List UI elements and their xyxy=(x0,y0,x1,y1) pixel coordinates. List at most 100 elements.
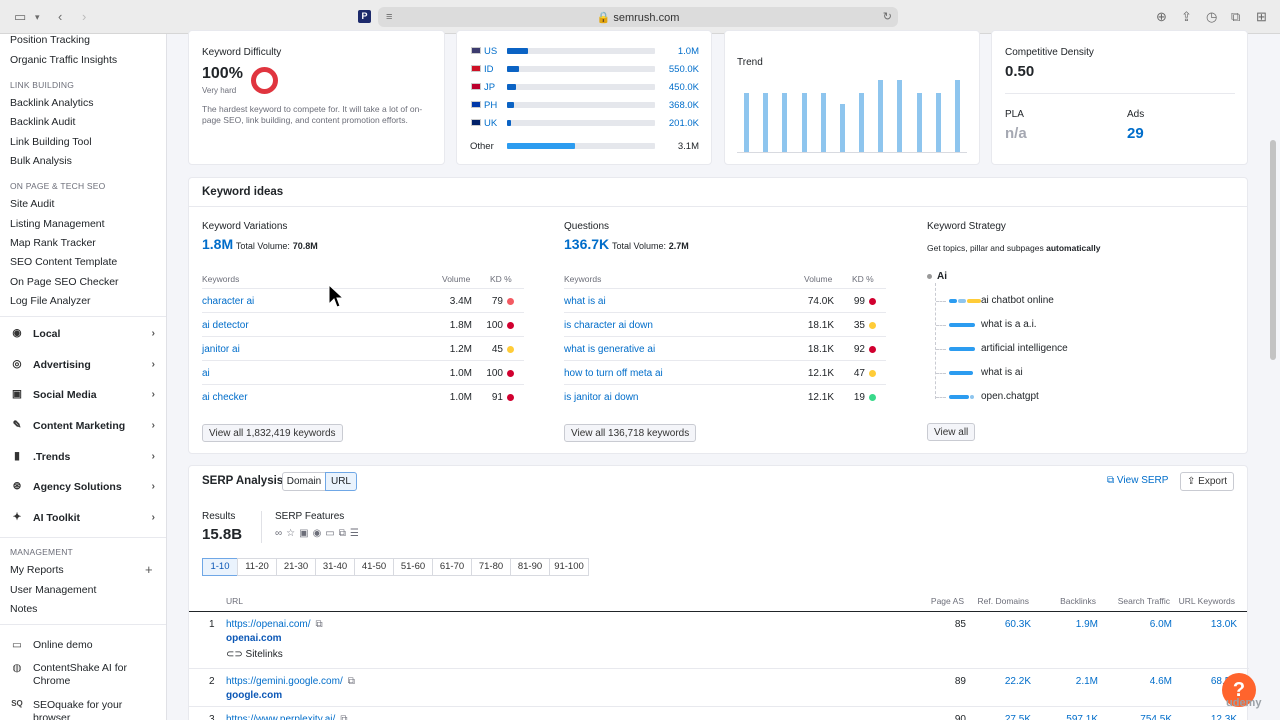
country-code[interactable]: JP xyxy=(484,82,496,93)
country-code[interactable]: PH xyxy=(484,100,498,111)
sidebar-item-backlink-analytics[interactable]: Backlink Analytics xyxy=(10,97,94,109)
kd-value: 100 xyxy=(486,320,503,331)
serp-metric[interactable]: 1.9M xyxy=(1075,619,1098,630)
serp-metric[interactable]: 13.0K xyxy=(1210,619,1237,630)
keyword-link[interactable]: ai detector xyxy=(202,320,249,331)
sidebar-item-notes[interactable]: Notes xyxy=(10,603,38,615)
sidebar-item-site-audit[interactable]: Site Audit xyxy=(10,198,55,210)
tabs-icon[interactable]: ⧉ xyxy=(1231,9,1241,24)
serp-metric[interactable]: 597.1K xyxy=(1066,714,1098,720)
result-url[interactable]: https://openai.com/ ⧉ xyxy=(226,619,323,630)
export-label: Export xyxy=(1198,476,1228,487)
view-serp-link[interactable]: ⧉ View SERP xyxy=(1107,475,1168,486)
serp-metric[interactable]: 2.1M xyxy=(1075,676,1098,687)
result-domain[interactable]: openai.com xyxy=(226,633,282,644)
keyword-link[interactable]: what is ai xyxy=(564,296,606,307)
serp-metric[interactable]: 27.5K xyxy=(1004,714,1031,720)
page-button[interactable]: 21-30 xyxy=(276,558,316,576)
view-all-variations-button[interactable]: View all 1,832,419 keywords xyxy=(202,424,343,442)
country-volume[interactable]: 450.0K xyxy=(668,82,699,93)
serp-metric[interactable]: 754.5K xyxy=(1140,714,1172,720)
page-button[interactable]: 81-90 xyxy=(510,558,550,576)
keyword-link[interactable]: janitor ai xyxy=(202,344,240,355)
share-icon[interactable]: ⇪ xyxy=(1181,9,1192,24)
sidebar-item-map-rank-tracker[interactable]: Map Rank Tracker xyxy=(10,237,96,249)
country-code[interactable]: ID xyxy=(484,64,494,75)
address-bar[interactable]: ≡ 🔒 semrush.com ↻ xyxy=(378,7,898,27)
plus-icon[interactable]: + xyxy=(145,562,153,577)
sidebar-item-organic-traffic[interactable]: Organic Traffic Insights xyxy=(10,54,118,66)
keyword-link[interactable]: ai xyxy=(202,368,210,379)
grid-icon[interactable]: ⊞ xyxy=(1256,9,1267,24)
strategy-topic[interactable]: open.chatgpt xyxy=(981,391,1039,402)
serp-metric[interactable]: 22.2K xyxy=(1004,676,1031,687)
sidebar-item-log-file-analyzer[interactable]: Log File Analyzer xyxy=(10,295,91,307)
result-url[interactable]: https://www.perplexity.ai/ ⧉ xyxy=(226,714,347,720)
strategy-root[interactable]: Ai xyxy=(937,271,947,282)
download-icon[interactable]: ⊕ xyxy=(1156,9,1167,24)
export-button[interactable]: ⇪ Export xyxy=(1180,472,1235,491)
page-button[interactable]: 1-10 xyxy=(202,558,238,576)
ads-value[interactable]: 29 xyxy=(1127,125,1144,142)
external-link-icon[interactable]: ⧉ xyxy=(347,676,355,687)
page-button[interactable]: 41-50 xyxy=(354,558,394,576)
view-all-strategy-button[interactable]: View all xyxy=(927,423,976,441)
strategy-topic[interactable]: what is a a.i. xyxy=(981,319,1037,330)
serp-metric[interactable]: 60.3K xyxy=(1004,619,1031,630)
result-domain[interactable]: google.com xyxy=(226,690,283,701)
page-button[interactable]: 91-100 xyxy=(549,558,589,576)
page-button[interactable]: 51-60 xyxy=(393,558,433,576)
sidebar-toggle-icon[interactable]: ▭ xyxy=(14,9,27,24)
page-button[interactable]: 71-80 xyxy=(471,558,511,576)
country-volume[interactable]: 1.0M xyxy=(677,46,699,57)
view-all-questions-button[interactable]: View all 136,718 keywords xyxy=(564,424,697,442)
sidebar-item-user-management[interactable]: User Management xyxy=(10,584,97,596)
country-volume[interactable]: 550.0K xyxy=(668,64,699,75)
chrome-icon: ◍ xyxy=(12,662,22,674)
sidebar-item-on-page-seo-checker[interactable]: On Page SEO Checker xyxy=(10,276,119,288)
strategy-topic[interactable]: what is ai xyxy=(981,367,1023,378)
sidebar-item-my-reports[interactable]: My Reports xyxy=(10,564,64,576)
keyword-link[interactable]: character ai xyxy=(202,296,255,307)
sidebar-item-bulk-analysis[interactable]: Bulk Analysis xyxy=(10,155,72,167)
sidebar-item-link-building-tool[interactable]: Link Building Tool xyxy=(10,136,92,148)
help-button[interactable]: ? xyxy=(1222,673,1256,707)
keyword-link[interactable]: what is generative ai xyxy=(564,344,656,355)
strategy-topic[interactable]: ai chatbot online xyxy=(981,295,1054,306)
sidebar-item-backlink-audit[interactable]: Backlink Audit xyxy=(10,116,76,128)
variations-count[interactable]: 1.8M xyxy=(202,236,234,252)
sidebar-item-seo-content-template[interactable]: SEO Content Template xyxy=(10,256,118,268)
toggle-url[interactable]: URL xyxy=(325,472,357,491)
tree-branch xyxy=(936,373,946,374)
external-link-icon[interactable]: ⧉ xyxy=(340,714,348,720)
history-icon[interactable]: ◷ xyxy=(1206,9,1218,24)
reload-icon[interactable]: ↻ xyxy=(882,11,892,23)
serp-metric[interactable]: 6.0M xyxy=(1149,619,1172,630)
strategy-topic[interactable]: artificial intelligence xyxy=(981,343,1068,354)
page-button[interactable]: 31-40 xyxy=(315,558,355,576)
chevron-down-icon[interactable]: ▾ xyxy=(35,12,40,22)
country-volume[interactable]: 368.0K xyxy=(668,100,699,111)
serp-metric[interactable]: 12.3K xyxy=(1210,714,1237,720)
keyword-link[interactable]: how to turn off meta ai xyxy=(564,368,663,379)
country-volume[interactable]: 201.0K xyxy=(668,118,699,129)
keyword-link[interactable]: ai checker xyxy=(202,392,248,403)
country-code[interactable]: US xyxy=(484,46,498,57)
sidebar-item-position-tracking[interactable]: Position Tracking xyxy=(10,34,90,46)
questions-count[interactable]: 136.7K xyxy=(564,236,610,252)
forward-icon[interactable]: › xyxy=(82,9,87,24)
result-url[interactable]: https://gemini.google.com/ ⧉ xyxy=(226,676,355,687)
serp-metric[interactable]: 4.6M xyxy=(1149,676,1172,687)
toggle-domain[interactable]: Domain xyxy=(282,472,326,491)
extension-icon[interactable]: P xyxy=(358,10,371,23)
reader-icon[interactable]: ≡ xyxy=(386,11,393,23)
page-button[interactable]: 61-70 xyxy=(432,558,472,576)
page-button[interactable]: 11-20 xyxy=(237,558,277,576)
back-icon[interactable]: ‹ xyxy=(58,9,63,24)
sidebar-item-listing-management[interactable]: Listing Management xyxy=(10,218,105,230)
keyword-link[interactable]: is character ai down xyxy=(564,320,653,331)
keyword-link[interactable]: is janitor ai down xyxy=(564,392,639,403)
external-link-icon[interactable]: ⧉ xyxy=(315,619,323,630)
country-code[interactable]: UK xyxy=(484,118,498,129)
scrollbar[interactable] xyxy=(1270,140,1276,360)
